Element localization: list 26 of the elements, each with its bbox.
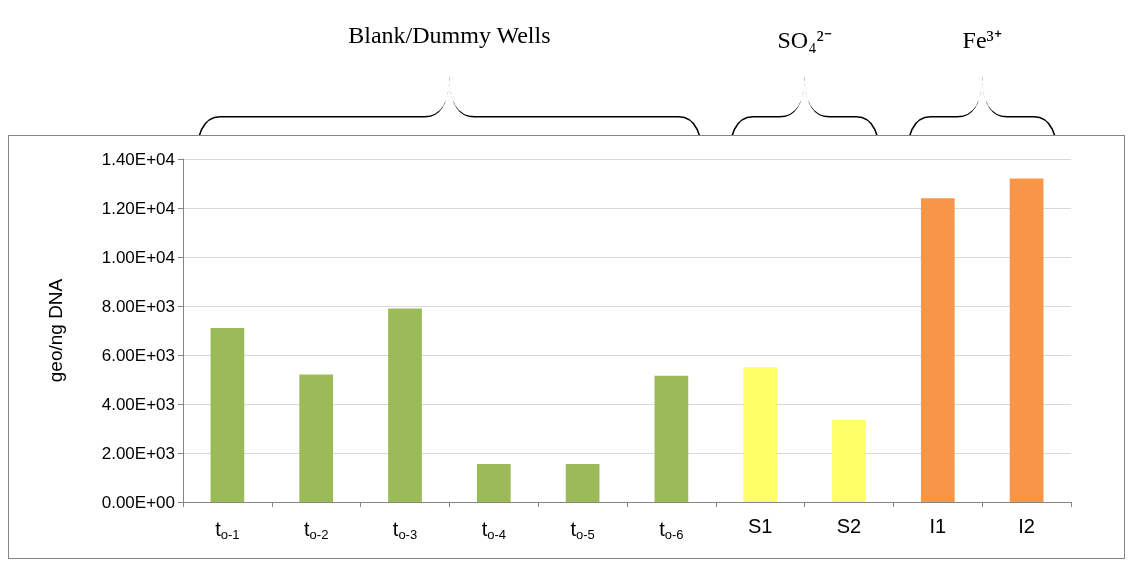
x-tick-label: I1 bbox=[929, 515, 947, 537]
y-tick-label: 1.20E+04 bbox=[101, 198, 175, 218]
bar bbox=[388, 308, 422, 502]
x-tick-label: S1 bbox=[747, 515, 773, 537]
bar bbox=[832, 419, 866, 502]
text: Blank/Dummy Wells bbox=[347, 22, 552, 49]
y-tick-label: 1.00E+04 bbox=[101, 247, 175, 267]
bar bbox=[476, 464, 511, 502]
bar bbox=[920, 198, 955, 502]
y-tick-label: 8.00E+03 bbox=[101, 296, 175, 316]
y-tick-label: 0.00E+00 bbox=[101, 492, 175, 512]
bar bbox=[210, 328, 245, 502]
text: SO₄²⁻ bbox=[776, 26, 833, 55]
x-tick-label: I2 bbox=[1018, 515, 1035, 537]
y-axis-title: geo/ng DNA bbox=[45, 278, 66, 383]
bar bbox=[299, 374, 334, 502]
bar bbox=[1009, 178, 1044, 502]
y-tick-label: 2.00E+03 bbox=[101, 443, 175, 463]
y-tick-label: 1.40E+04 bbox=[101, 149, 175, 169]
x-tick-label: S2 bbox=[836, 515, 862, 537]
bar bbox=[654, 375, 689, 502]
y-tick-label: 6.00E+03 bbox=[101, 345, 175, 365]
bar bbox=[565, 464, 600, 502]
text: Fe³⁺ bbox=[961, 26, 1003, 55]
y-tick-label: 4.00E+03 bbox=[101, 394, 175, 414]
bar bbox=[743, 367, 778, 502]
